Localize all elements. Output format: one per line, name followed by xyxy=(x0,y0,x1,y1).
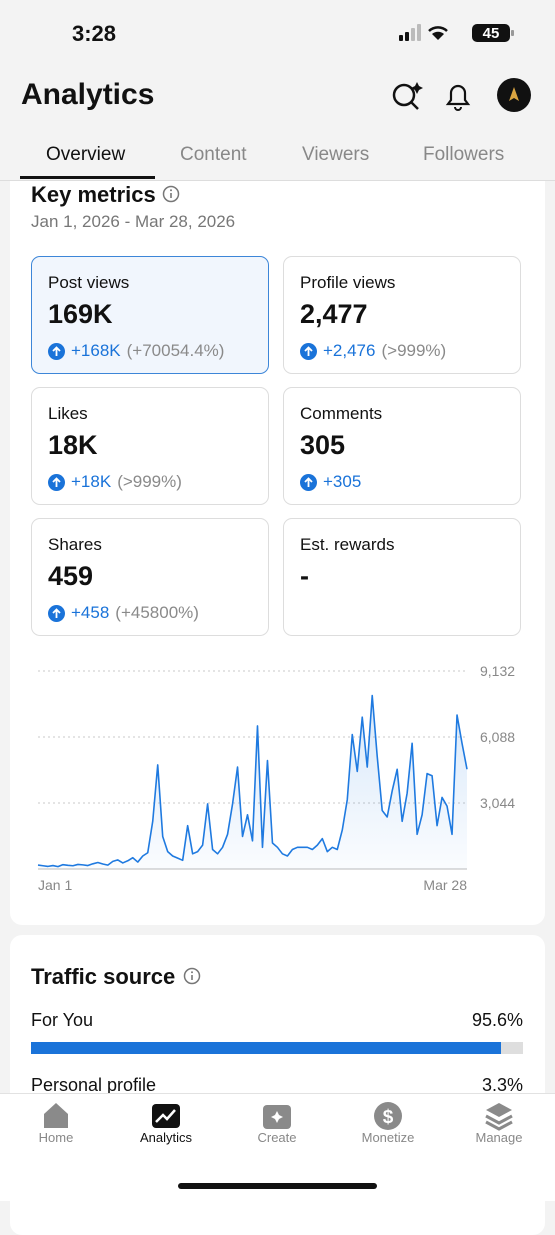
y-tick-label: 3,044 xyxy=(480,795,515,811)
svg-text:$: $ xyxy=(383,1107,394,1128)
metric-card[interactable]: Shares 459 +458 (+45800%) xyxy=(31,518,269,636)
nav-item[interactable]: Manage xyxy=(449,1100,549,1145)
metric-change: +18K (>999%) xyxy=(48,472,182,492)
change-value: +2,476 xyxy=(323,341,376,360)
metric-change: +168K (+70054.4%) xyxy=(48,341,224,361)
y-tick-label: 9,132 xyxy=(480,663,515,679)
up-arrow-icon xyxy=(300,342,317,360)
tab[interactable]: Viewers xyxy=(302,144,370,165)
metric-label: Profile views xyxy=(300,273,396,292)
metric-change: +458 (+45800%) xyxy=(48,603,199,623)
date-range: Jan 1, 2026 - Mar 28, 2026 xyxy=(31,212,236,231)
tab[interactable]: Content xyxy=(180,144,247,165)
header-icons[interactable] xyxy=(390,78,535,114)
metric-card[interactable]: Comments 305 +305 xyxy=(283,387,521,505)
nav-item[interactable]: Monetize xyxy=(338,1100,438,1145)
progress-track xyxy=(31,1042,523,1054)
metric-value: 2,477 xyxy=(300,299,368,329)
nav-label: Create xyxy=(257,1130,297,1145)
tab-indicator xyxy=(20,176,155,179)
change-value: +168K xyxy=(71,341,121,360)
metric-card[interactable]: Est. rewards - xyxy=(283,518,521,636)
change-value: +458 xyxy=(71,603,110,622)
metric-card[interactable]: Likes 18K +18K (>999%) xyxy=(31,387,269,505)
metric-value: 459 xyxy=(48,561,94,591)
source-name: Personal profile xyxy=(31,1075,157,1095)
nav-label: Monetize xyxy=(361,1130,415,1145)
metric-value: 169K xyxy=(48,299,113,329)
line-area xyxy=(38,695,467,869)
tab[interactable]: Overview xyxy=(46,144,126,165)
nav-item[interactable]: Create xyxy=(227,1100,327,1145)
metric-label: Shares xyxy=(48,535,102,554)
metric-value: 18K xyxy=(48,430,98,460)
screen: 3:28 45 Analytics Overview Content Viewe… xyxy=(0,21,555,1235)
home-indicator xyxy=(178,1183,377,1189)
tab[interactable]: Followers xyxy=(423,144,505,165)
status-time: 3:28 xyxy=(72,21,117,46)
source-percent: 95.6% xyxy=(471,1010,523,1030)
change-percent: (+70054.4%) xyxy=(126,341,225,360)
source-name: For You xyxy=(31,1010,94,1030)
x-tick-label: Mar 28 xyxy=(423,877,467,893)
status-icons: 45 xyxy=(399,24,514,42)
battery-level: 45 xyxy=(483,25,500,42)
metric-label: Likes xyxy=(48,404,88,423)
tab-divider xyxy=(0,180,555,181)
metric-label: Post views xyxy=(48,273,130,292)
up-arrow-icon xyxy=(48,473,65,491)
metric-value: - xyxy=(300,561,309,591)
change-percent: (>999%) xyxy=(117,472,182,491)
info-icon[interactable] xyxy=(162,185,180,203)
up-arrow-icon xyxy=(300,473,317,491)
page-title: Analytics xyxy=(21,78,155,111)
section-title: Key metrics xyxy=(31,182,156,207)
x-tick-label: Jan 1 xyxy=(38,877,72,893)
nav-item[interactable]: Home xyxy=(6,1100,106,1145)
nav-label: Home xyxy=(38,1130,74,1145)
y-tick-label: 6,088 xyxy=(480,729,515,745)
nav-label: Manage xyxy=(475,1130,523,1145)
metric-change: +305 xyxy=(300,472,361,492)
metric-value: 305 xyxy=(300,430,346,460)
up-arrow-icon xyxy=(48,604,65,622)
nav-label: Analytics xyxy=(139,1130,193,1145)
line-chart: 3,044 6,088 9,132 Jan 1 Mar 28 xyxy=(37,663,515,893)
source-percent: 3.3% xyxy=(481,1075,523,1095)
up-arrow-icon xyxy=(48,342,65,360)
metric-card[interactable]: Post views 169K +168K (+70054.4%) xyxy=(31,256,269,374)
change-value: +305 xyxy=(323,472,362,491)
change-percent: (>999%) xyxy=(381,341,447,360)
nav-icons: $ xyxy=(44,1102,513,1131)
change-value: +18K xyxy=(71,472,112,491)
metric-change: +2,476 (>999%) xyxy=(300,341,446,361)
info-icon[interactable] xyxy=(183,967,201,985)
metric-label: Comments xyxy=(300,404,383,423)
section-title: Traffic source xyxy=(31,964,176,989)
metric-card[interactable]: Profile views 2,477 +2,476 (>999%) xyxy=(283,256,521,374)
data-line xyxy=(37,694,468,868)
metric-label: Est. rewards xyxy=(300,535,395,554)
change-percent: (+45800%) xyxy=(115,603,199,622)
progress-bar xyxy=(31,1042,502,1054)
nav-item[interactable]: Analytics xyxy=(116,1100,216,1145)
